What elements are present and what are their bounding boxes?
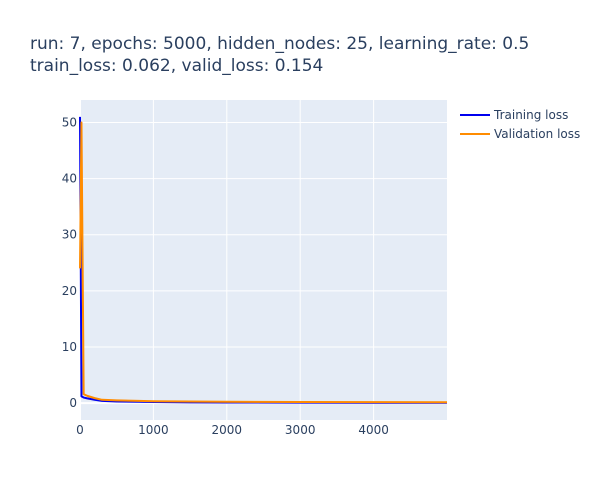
legend-item-validation-loss[interactable]: Validation loss: [460, 127, 580, 141]
grid-layer: [80, 100, 447, 420]
x-tick-label: 1000: [138, 423, 169, 437]
series-layer: [79, 116, 448, 404]
y-tick-label: 10: [62, 340, 77, 354]
y-tick-label: 40: [62, 172, 77, 186]
legend-label: Validation loss: [494, 127, 580, 141]
x-tick-label: 4000: [358, 423, 389, 437]
y-tick-label: 50: [62, 115, 77, 129]
legend-label: Training loss: [493, 108, 568, 122]
y-tick-label: 20: [62, 284, 77, 298]
chart-title-line-2: train_loss: 0.062, valid_loss: 0.154: [30, 56, 324, 76]
x-tick-label: 0: [76, 423, 84, 437]
x-tick-label: 2000: [212, 423, 243, 437]
chart-title-line-1: run: 7, epochs: 5000, hidden_nodes: 25, …: [30, 34, 530, 54]
y-tick-label: 30: [62, 228, 77, 242]
legend-item-training-loss[interactable]: Training loss: [460, 108, 568, 122]
x-tick-label: 3000: [285, 423, 316, 437]
series-line-validation-loss: [79, 121, 448, 404]
plot-background: [80, 100, 447, 420]
axis-label-layer: 0 1000 2000 3000 4000 0 10 20 30 40 50: [62, 115, 389, 437]
y-tick-label: 0: [69, 396, 77, 410]
legend[interactable]: Training loss Validation loss: [460, 108, 580, 141]
